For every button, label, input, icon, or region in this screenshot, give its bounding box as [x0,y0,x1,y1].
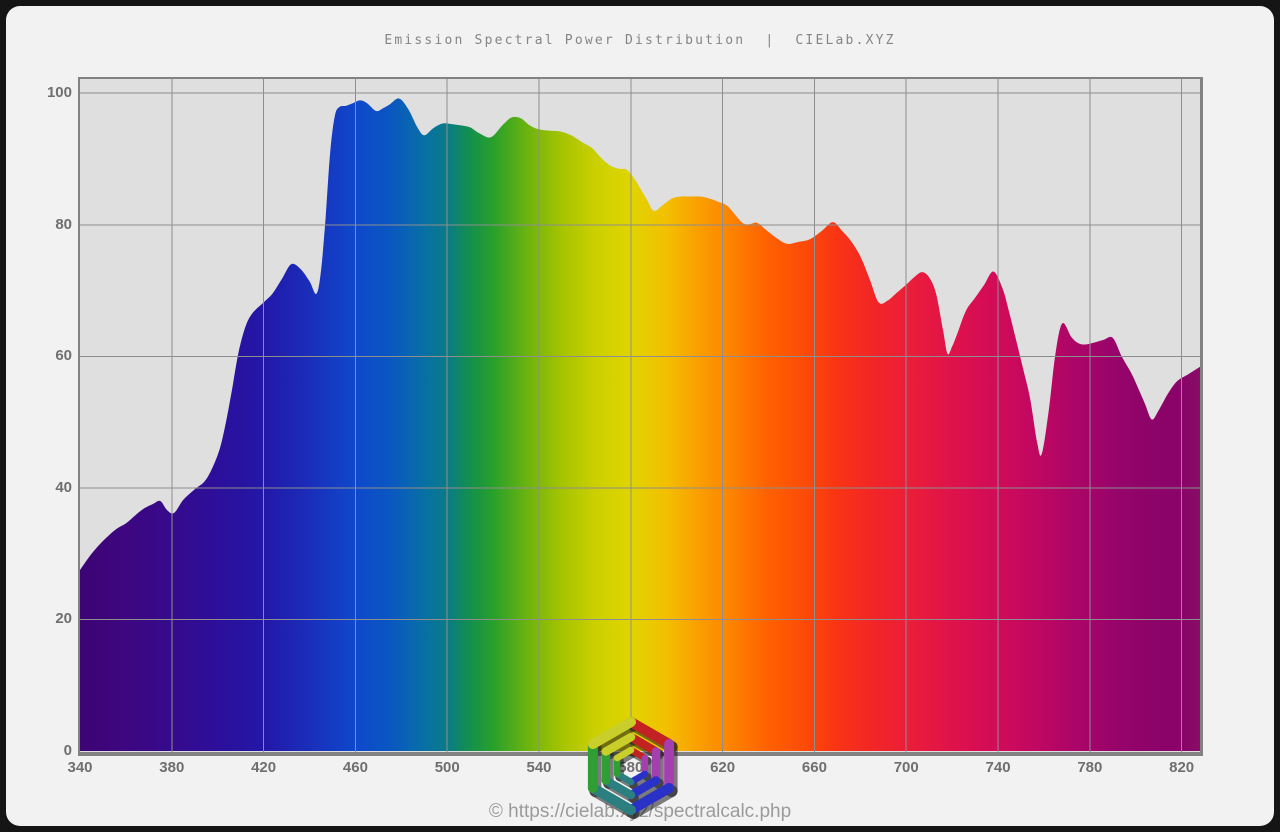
logo-hexagon-edge [626,783,675,815]
spectral-area [80,98,1200,751]
cielab-hexagon-logo [587,717,678,819]
x-tick-label: 740 [985,759,1011,776]
logo-hexagon-edge [615,748,638,766]
canvas-panel: Emission Spectral Power Distribution | C… [6,6,1274,826]
x-tick-label: 540 [526,759,552,776]
y-tick-label: 80 [55,215,72,233]
chart-title: Emission Spectral Power Distribution | C… [384,33,896,48]
x-tick-label: 660 [801,759,827,776]
y-tick-label: 20 [55,610,72,628]
x-tick-label: 700 [893,759,919,776]
x-tick-label: 620 [710,759,736,776]
y-tick-label: 100 [46,84,72,102]
logo-hexagon-edge [601,732,636,756]
plot-area [78,77,1203,756]
logo-hexagon-edge [587,717,636,749]
x-tick-label: 820 [1169,759,1195,776]
y-tick-label: 0 [63,742,72,759]
x-tick-label: 340 [67,759,93,776]
logo-hexagon-edge [626,776,661,800]
spectral-chart [80,79,1200,752]
logo-hexagon-edge [601,776,636,800]
x-tick-label: 780 [1077,759,1103,776]
x-tick-label: 580 [618,759,644,776]
y-tick-label: 40 [55,478,72,496]
x-tick-label: 380 [159,759,185,776]
logo-hexagon-edge [613,746,635,762]
y-tick-label: 60 [55,347,72,365]
logo-hexagon-edge [626,732,661,756]
x-tick-label: 460 [342,759,368,776]
logo-hexagon-edge [626,717,675,749]
x-tick-label: 420 [251,759,277,776]
logo-hexagon-edge [587,783,636,815]
x-tick-label: 500 [434,759,460,776]
